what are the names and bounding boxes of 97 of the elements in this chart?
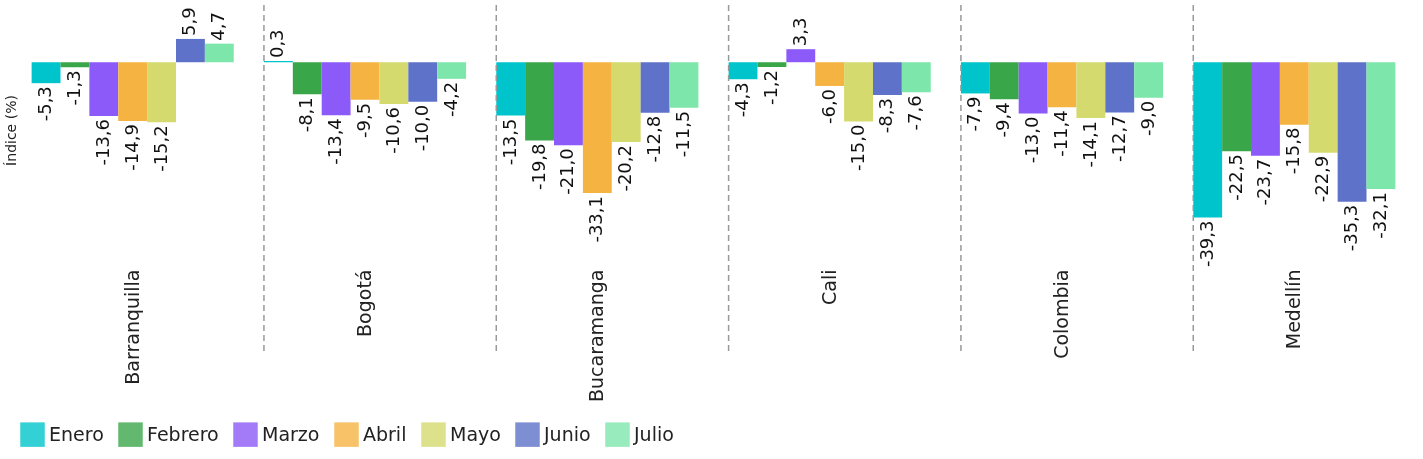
bar [408, 62, 438, 102]
bar [1308, 62, 1338, 153]
data-label: -14,9 [120, 124, 142, 171]
bar [292, 62, 322, 95]
bar [1337, 62, 1367, 202]
data-label: -21,0 [556, 148, 578, 195]
bar [1279, 62, 1309, 125]
data-label: -4,3 [731, 82, 753, 118]
bar [31, 62, 61, 84]
legend-label: Enero [49, 422, 104, 445]
x-tick-label: Bucaramanga [585, 269, 608, 403]
data-label: 4,7 [207, 12, 229, 41]
bar [147, 62, 176, 123]
data-label: -11,5 [671, 110, 693, 158]
data-label: -32,1 [1368, 192, 1390, 239]
legend-label: Mayo [450, 422, 501, 445]
legend-label: Febrero [147, 422, 219, 445]
legend-label: Marzo [262, 422, 320, 445]
bar [525, 62, 555, 141]
data-label: -14,1 [1078, 120, 1100, 168]
bar [496, 62, 526, 116]
data-label: -33,1 [585, 196, 607, 243]
data-label: -39,3 [1195, 220, 1217, 268]
bar [960, 62, 990, 94]
bar [669, 62, 699, 108]
y-axis-title: Índice (%) [2, 95, 19, 166]
x-tick-label: Bogotá [353, 269, 376, 337]
bar [1251, 62, 1280, 156]
bar [437, 62, 467, 79]
data-label: -20,2 [614, 145, 636, 192]
data-label: -12,8 [643, 115, 665, 163]
bar [1222, 62, 1252, 152]
bar [815, 62, 845, 86]
data-label: 5,9 [178, 7, 200, 36]
data-label: -19,8 [527, 143, 549, 191]
data-label: 3,3 [788, 17, 810, 47]
bar [321, 62, 351, 116]
data-label: -9,4 [992, 102, 1014, 138]
data-label: -13,0 [1021, 116, 1043, 164]
bar [60, 62, 90, 68]
data-label: -15,0 [846, 124, 868, 172]
bar [844, 62, 873, 122]
bar [1076, 62, 1106, 118]
data-label: -9,5 [353, 102, 375, 138]
data-label: -9,0 [1136, 100, 1158, 136]
data-label: -15,8 [1282, 127, 1304, 175]
data-label: -10,6 [381, 107, 403, 154]
bar [757, 62, 787, 67]
legend-label: Julio [633, 422, 674, 445]
data-label: -8,3 [875, 98, 897, 134]
data-label: 0,3 [266, 29, 288, 59]
bar [901, 62, 931, 93]
bar [582, 62, 612, 194]
bar [1018, 62, 1048, 114]
bar [1366, 62, 1396, 190]
data-label: -13,5 [498, 118, 520, 166]
legend-label: Abril [363, 422, 407, 445]
data-label: -4,2 [439, 81, 461, 117]
data-label: -7,6 [904, 95, 926, 131]
data-label: -12,7 [1107, 115, 1129, 162]
data-label: -1,3 [62, 70, 84, 106]
data-label: -13,4 [324, 118, 346, 165]
bar [350, 62, 380, 100]
data-label: -7,9 [963, 96, 985, 132]
bar [204, 43, 234, 63]
data-label: -22,5 [1224, 154, 1246, 201]
data-label: -11,4 [1049, 110, 1071, 157]
data-label: -5,3 [34, 86, 56, 122]
data-label: -10,0 [410, 104, 432, 152]
bar [611, 62, 641, 143]
data-label: -23,7 [1253, 158, 1275, 206]
bar [640, 62, 670, 113]
bar [379, 62, 409, 105]
x-tick-label: Barranquilla [120, 269, 143, 385]
data-label: -1,2 [759, 69, 781, 106]
bar [872, 62, 902, 96]
x-tick-label: Cali [817, 269, 840, 305]
x-tick-label: Medellín [1282, 269, 1305, 350]
bar [728, 62, 758, 80]
bar [175, 38, 205, 63]
data-label: -8,1 [295, 97, 317, 133]
bar [989, 62, 1019, 100]
data-label: -35,3 [1340, 204, 1362, 252]
data-label: -13,6 [91, 118, 113, 166]
bar [1105, 62, 1135, 113]
data-label: -15,2 [149, 125, 171, 172]
data-label: -22,9 [1311, 155, 1333, 203]
legend-label: Junio [543, 422, 591, 445]
x-tick-label: Colombia [1049, 269, 1072, 359]
bar [118, 62, 148, 122]
bar [89, 62, 119, 116]
bar [1047, 62, 1077, 108]
bar [1134, 62, 1164, 98]
bar [786, 49, 816, 63]
bar [1193, 62, 1223, 218]
bar [554, 62, 583, 146]
data-label: -6,0 [817, 88, 839, 125]
